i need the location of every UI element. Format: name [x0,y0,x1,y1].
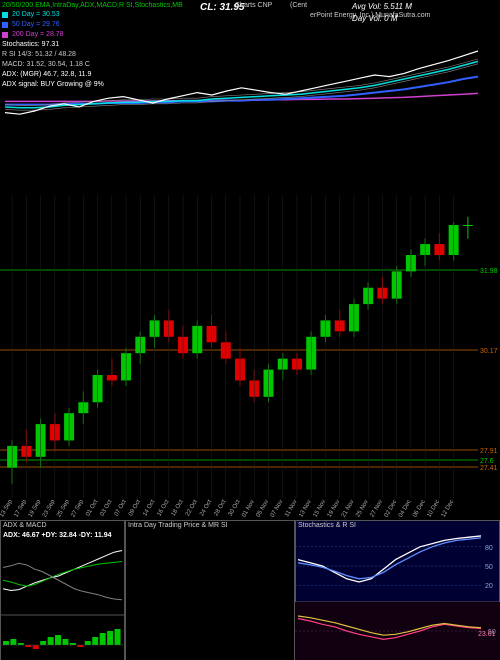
svg-text:50: 50 [485,564,493,571]
svg-text:27 Nov: 27 Nov [369,499,384,518]
svg-text:18 Oct: 18 Oct [171,499,185,518]
svg-text:05 Nov: 05 Nov [256,499,271,518]
svg-text:07 Nov: 07 Nov [270,499,285,518]
svg-text:10 Dec: 10 Dec [426,499,441,518]
svg-text:20: 20 [485,583,493,590]
svg-text:12 Dec: 12 Dec [441,499,456,518]
svg-text:31.98: 31.98 [480,268,498,275]
panel-title-1: Intra Day Trading Price & MR SI [128,522,228,529]
svg-text:25 Sep: 25 Sep [56,498,71,518]
svg-text:22 Oct: 22 Oct [185,499,199,518]
svg-text:27.91: 27.91 [480,448,498,455]
svg-text:14 Oct: 14 Oct [142,499,156,518]
svg-text:03 Oct: 03 Oct [100,499,114,518]
panel-1 [125,520,295,660]
svg-text:80: 80 [485,545,493,552]
svg-text:01 Nov: 01 Nov [241,499,256,518]
svg-text:04 Dec: 04 Dec [398,499,413,518]
svg-text:19 Nov: 19 Nov [327,499,342,518]
svg-text:02 Dec: 02 Dec [384,499,399,518]
svg-text:30 Oct: 30 Oct [228,499,242,518]
svg-text:13 Sep: 13 Sep [0,498,14,518]
svg-text:27 Sep: 27 Sep [70,498,85,518]
svg-text:24 Oct: 24 Oct [199,499,213,518]
svg-text:25 Nov: 25 Nov [355,499,370,518]
svg-text:15 Nov: 15 Nov [312,499,327,518]
svg-text:07 Oct: 07 Oct [114,499,128,518]
svg-text:17 Sep: 17 Sep [13,498,28,518]
svg-text:28 Oct: 28 Oct [213,499,227,518]
svg-text:23 Sep: 23 Sep [42,498,57,518]
svg-text:06 Dec: 06 Dec [412,499,427,518]
svg-text:21 Nov: 21 Nov [341,499,356,518]
svg-text:11 Nov: 11 Nov [284,499,298,518]
svg-text:19 Sep: 19 Sep [28,498,43,518]
svg-text:50: 50 [488,629,496,636]
svg-text:01 Oct: 01 Oct [85,499,99,518]
svg-text:09 Oct: 09 Oct [128,499,142,518]
svg-text:30.17: 30.17 [480,348,498,355]
svg-text:13 Nov: 13 Nov [298,499,313,518]
panel-svg-2: 80502023.6150 [295,520,500,660]
panel-svg-0 [0,520,125,660]
svg-text:27.41: 27.41 [480,465,498,472]
svg-text:16 Oct: 16 Oct [156,499,170,518]
svg-text:27.6: 27.6 [480,458,494,465]
